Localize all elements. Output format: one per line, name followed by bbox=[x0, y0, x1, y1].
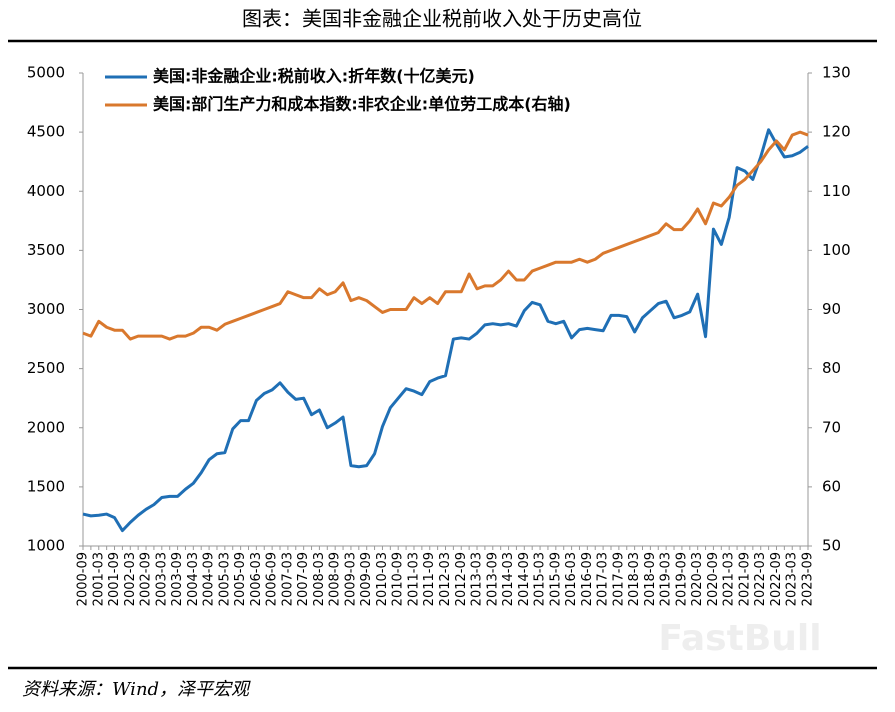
y-tick-label: 2000 bbox=[27, 418, 65, 436]
y-tick-label: 2500 bbox=[27, 359, 65, 377]
x-tick-label: 2016-09 bbox=[580, 552, 595, 606]
x-tick-label: 2020-03 bbox=[690, 552, 705, 606]
x-tick-label: 2019-09 bbox=[674, 552, 689, 606]
x-tick-label: 2015-03 bbox=[533, 552, 548, 606]
x-tick-label: 2013-09 bbox=[485, 552, 500, 606]
y2-tick-label: 90 bbox=[822, 300, 841, 318]
y2-tick-label: 130 bbox=[822, 64, 851, 82]
x-tick-label: 2022-03 bbox=[753, 552, 768, 606]
x-tick-label: 2007-03 bbox=[280, 552, 295, 606]
x-tick-label: 2017-03 bbox=[596, 552, 611, 606]
y-tick-label: 4000 bbox=[27, 182, 65, 200]
x-tick-label: 2005-09 bbox=[233, 552, 248, 606]
x-tick-label: 2008-09 bbox=[328, 552, 343, 606]
x-tick-label: 2015-09 bbox=[548, 552, 563, 606]
x-tick-label: 2021-09 bbox=[737, 552, 752, 606]
x-tick-label: 2003-09 bbox=[170, 552, 185, 606]
x-tick-label: 2002-09 bbox=[139, 552, 154, 606]
watermark: FastBull bbox=[658, 618, 821, 659]
y2-tick-label: 110 bbox=[822, 182, 851, 200]
source: 资料来源：Wind，泽平宏观 bbox=[22, 679, 251, 700]
legend-label: 美国:部门生产力和成本指数:非农企业:单位劳工成本(右轴) bbox=[153, 95, 571, 114]
x-tick-label: 2011-03 bbox=[406, 552, 421, 606]
series-line bbox=[82, 130, 809, 341]
x-tick-label: 2014-03 bbox=[501, 552, 516, 606]
y-tick-label: 3500 bbox=[27, 241, 65, 259]
y2-tick-label: 50 bbox=[822, 537, 841, 555]
y2-tick-label: 70 bbox=[822, 418, 841, 436]
x-tick-label: 2009-03 bbox=[343, 552, 358, 606]
chart-title: 图表：美国非金融企业税前收入处于历史高位 bbox=[242, 7, 642, 31]
x-tick-label: 2007-09 bbox=[296, 552, 311, 606]
y-tick-label: 5000 bbox=[27, 64, 65, 82]
legend-label: 美国:非金融企业:税前收入:折年数(十亿美元) bbox=[153, 67, 475, 86]
x-tick-label: 2010-09 bbox=[391, 552, 406, 606]
x-tick-label: 2020-09 bbox=[706, 552, 721, 606]
y2-tick-label: 120 bbox=[822, 123, 851, 141]
x-tick-label: 2021-03 bbox=[722, 552, 737, 606]
series-line bbox=[82, 128, 809, 533]
y-tick-label: 3000 bbox=[27, 300, 65, 318]
x-tick-label: 2006-09 bbox=[265, 552, 280, 606]
x-tick-label: 2003-03 bbox=[154, 552, 169, 606]
x-tick-label: 2002-03 bbox=[123, 552, 138, 606]
x-tick-label: 2012-09 bbox=[454, 552, 469, 606]
y2-tick-label: 100 bbox=[822, 241, 851, 259]
x-tick-label: 2000-09 bbox=[76, 552, 91, 606]
y-tick-label: 1000 bbox=[27, 537, 65, 555]
x-tick-label: 2001-03 bbox=[91, 552, 106, 606]
y2-tick-label: 80 bbox=[822, 359, 841, 377]
x-tick-label: 2014-09 bbox=[517, 552, 532, 606]
x-tick-label: 2008-03 bbox=[312, 552, 327, 606]
x-tick-label: 2023-03 bbox=[785, 552, 800, 606]
x-tick-label: 2011-09 bbox=[422, 552, 437, 606]
x-tick-label: 2004-09 bbox=[202, 552, 217, 606]
x-tick-label: 2001-09 bbox=[107, 552, 122, 606]
x-tick-label: 2016-03 bbox=[564, 552, 579, 606]
x-tick-label: 2009-09 bbox=[359, 552, 374, 606]
x-tick-label: 2019-03 bbox=[659, 552, 674, 606]
x-tick-label: 2013-03 bbox=[470, 552, 485, 606]
y-tick-label: 1500 bbox=[27, 477, 65, 495]
x-tick-label: 2004-03 bbox=[186, 552, 201, 606]
x-tick-label: 2018-03 bbox=[627, 552, 642, 606]
x-tick-label: 2017-09 bbox=[611, 552, 626, 606]
x-tick-label: 2006-03 bbox=[249, 552, 264, 606]
x-tick-label: 2012-03 bbox=[438, 552, 453, 606]
x-tick-label: 2010-03 bbox=[375, 552, 390, 606]
x-tick-label: 2023-09 bbox=[801, 552, 816, 606]
y-tick-label: 4500 bbox=[27, 123, 65, 141]
y2-tick-label: 60 bbox=[822, 477, 841, 495]
x-tick-label: 2005-03 bbox=[217, 552, 232, 606]
x-tick-label: 2018-09 bbox=[643, 552, 658, 606]
x-tick-label: 2022-09 bbox=[769, 552, 784, 606]
